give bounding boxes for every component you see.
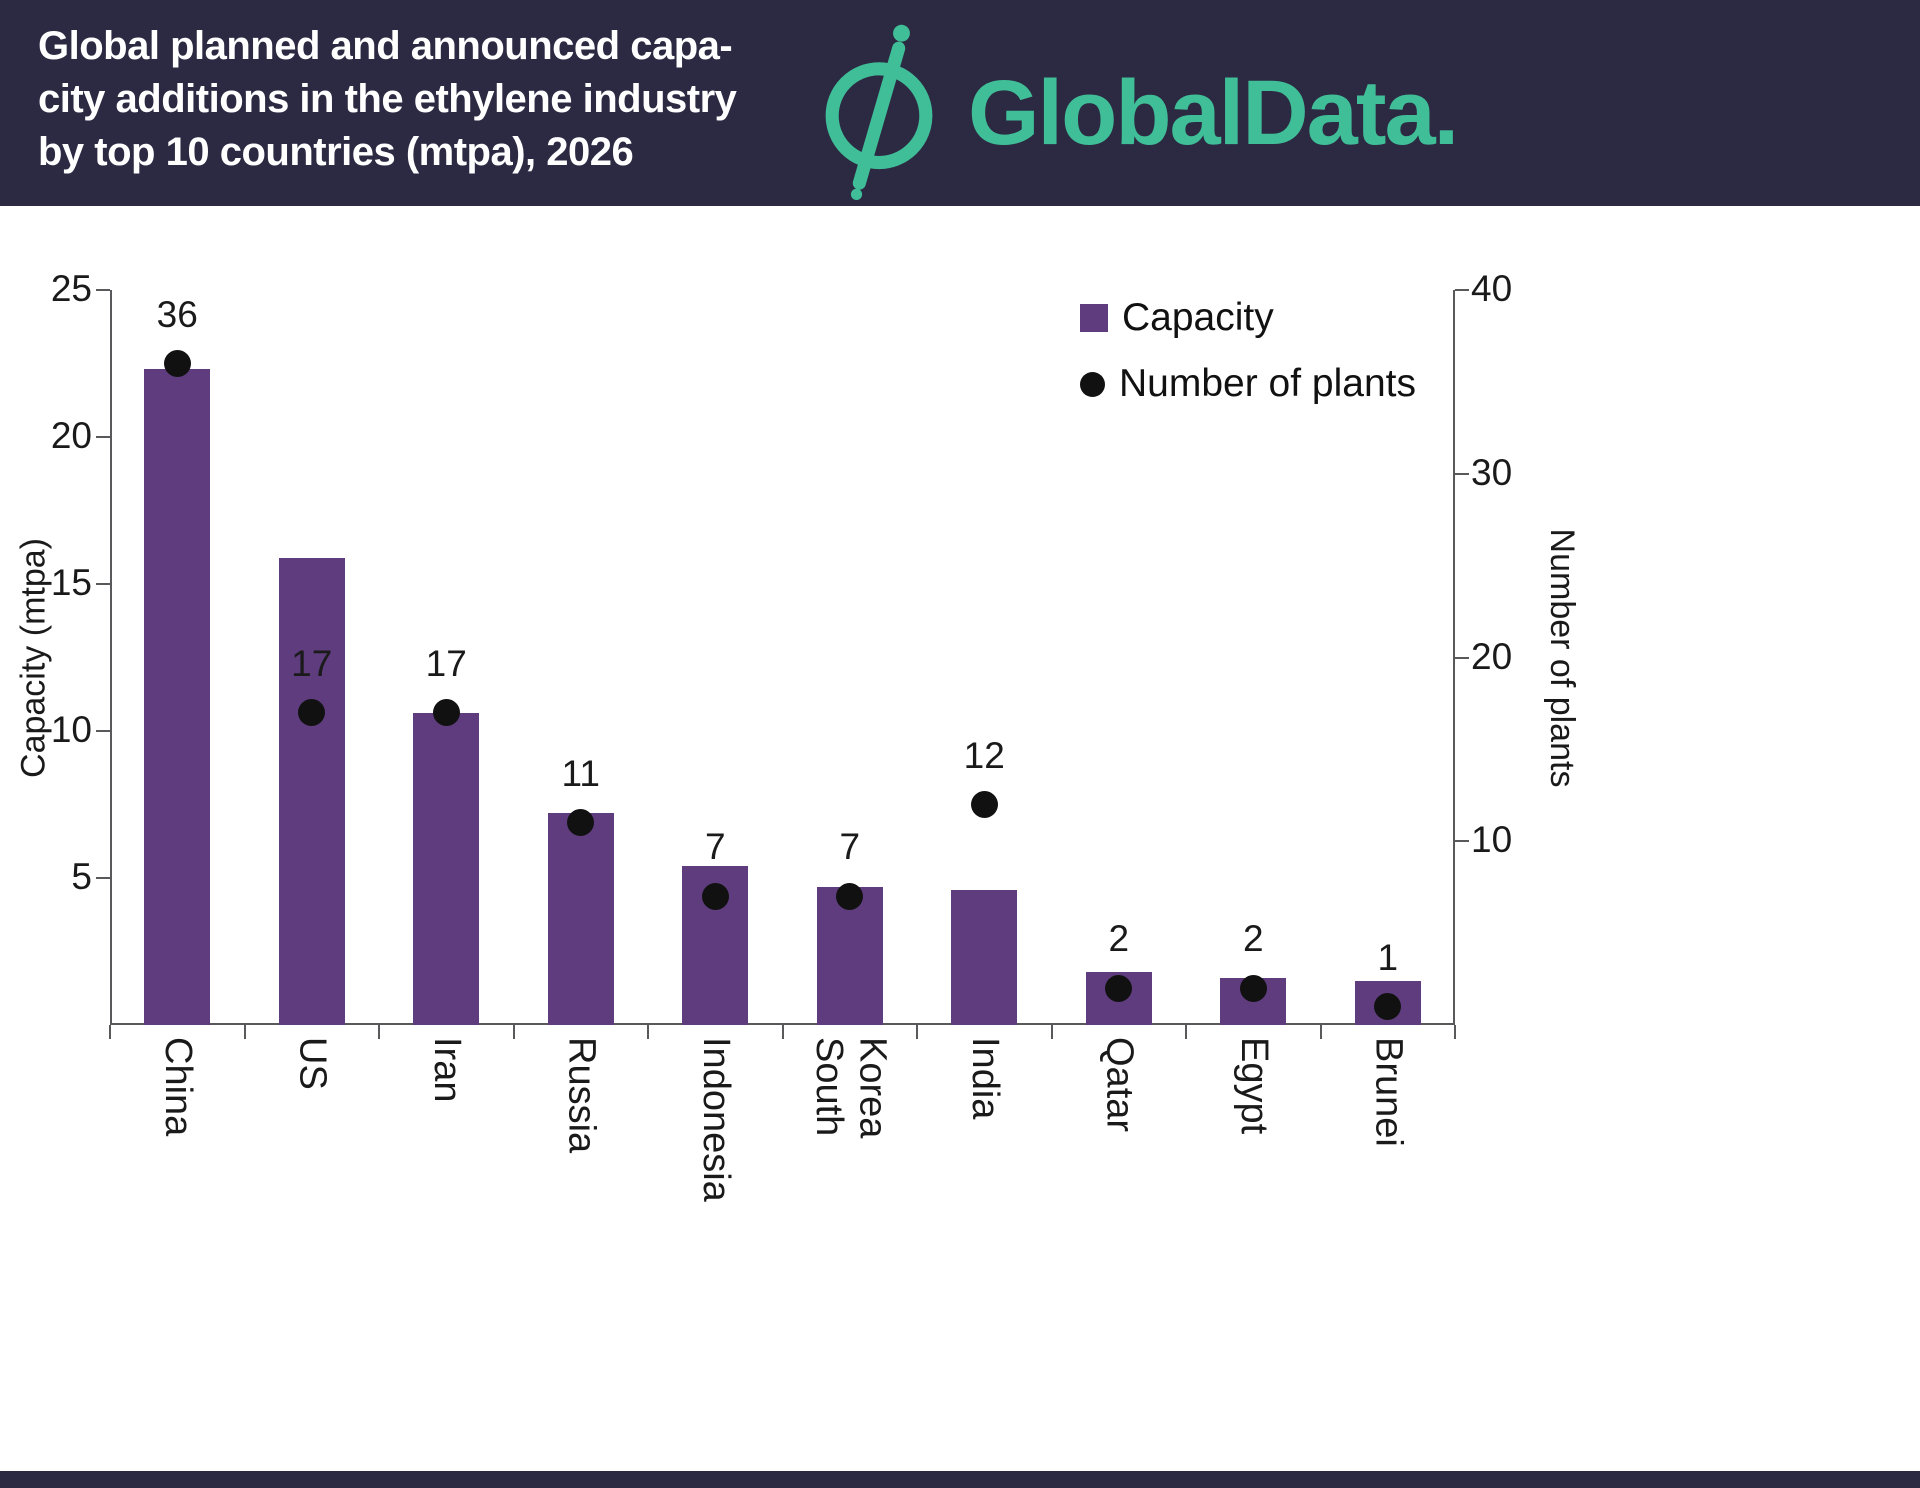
plants-value-label: 7 [839, 826, 861, 868]
x-axis-tick-mark [378, 1025, 380, 1039]
y-axis-left-tick-label: 20 [50, 415, 92, 456]
x-axis-category-label: US [291, 1037, 334, 1090]
y-axis-left-tick-mark [96, 583, 110, 585]
x-axis-category-label: Indonesia [695, 1037, 738, 1202]
plants-value-label: 12 [963, 734, 1005, 776]
plants-dot [163, 350, 191, 377]
x-axis-tick-mark [1050, 1025, 1053, 1039]
x-axis-tick-mark [109, 1025, 111, 1039]
header-banner: Global planned and announced capa- city … [0, 0, 1920, 206]
x-axis-tick-mark [512, 1025, 515, 1039]
x-axis-tick-mark [1454, 1025, 1456, 1039]
y-axis-left-tick-label: 25 [50, 268, 92, 309]
plants-value-label: 1 [1377, 936, 1399, 978]
capacity-bar [413, 713, 480, 1025]
y-axis-left-tick-mark [96, 877, 110, 879]
capacity-bar [547, 813, 614, 1025]
plants-dot [432, 699, 460, 727]
y-axis-right-tick-label: 20 [1471, 635, 1513, 677]
x-axis-tick-mark [243, 1025, 246, 1039]
plants-value-label: 36 [156, 293, 198, 335]
legend-item-plants: Number of plants [1080, 362, 1416, 406]
legend-capacity-label: Capacity [1122, 296, 1274, 339]
capacity-bar [278, 557, 345, 1025]
legend-plants-label: Number of plants [1119, 362, 1416, 405]
y-axis-right-tick-mark [1455, 289, 1469, 291]
x-axis-category-label: Iran [426, 1037, 469, 1103]
capacity-bar [144, 369, 211, 1025]
plants-dot [701, 882, 729, 910]
legend-item-capacity: Capacity [1080, 296, 1416, 340]
x-axis-category-label: Russia [560, 1037, 603, 1154]
globaldata-logo: GlobalData. [818, 22, 1459, 205]
x-axis-tick-mark [647, 1025, 649, 1039]
x-axis-tick-mark [916, 1025, 918, 1039]
plants-value-label: 17 [425, 642, 467, 684]
x-axis-category-label: India [964, 1037, 1007, 1120]
x-axis-tick-mark [1185, 1025, 1187, 1039]
legend: Capacity Number of plants [1080, 296, 1416, 406]
globaldata-logo-icon [818, 22, 940, 205]
y-axis-right-tick-label: 40 [1471, 268, 1513, 309]
y-axis-left-tick-label: 5 [71, 856, 92, 897]
plants-dot [836, 882, 864, 910]
plants-value-label: 17 [291, 642, 333, 684]
y-axis-right-tick-mark [1455, 840, 1469, 843]
x-axis-tick-mark [781, 1025, 784, 1039]
x-axis-category-label: China [157, 1037, 200, 1137]
capacity-bar [951, 889, 1018, 1025]
plants-value-label: 11 [561, 752, 600, 794]
x-axis-category-label: Brunei [1367, 1037, 1410, 1147]
y-axis-left-tick-mark [96, 436, 110, 438]
plants-dot [1105, 974, 1133, 1002]
plants-dot [567, 809, 595, 837]
x-axis-category-label: Qatar [1098, 1037, 1141, 1133]
y-axis-left-tick-mark [96, 730, 110, 732]
globaldata-logo-text: GlobalData. [968, 62, 1459, 164]
y-axis-right-tick-label: 10 [1471, 819, 1513, 861]
footer-strip [0, 1471, 1920, 1488]
plants-dot [298, 699, 326, 727]
y-axis-right-tick-mark [1455, 472, 1469, 475]
plants-dot-icon [1080, 371, 1105, 397]
y-axis-left-tick-label: 15 [50, 562, 92, 603]
y-axis-right-tick-label: 30 [1471, 451, 1513, 493]
plants-dot [970, 791, 998, 818]
y-axis-right-tick-mark [1455, 656, 1469, 659]
x-axis-tick-mark [1319, 1025, 1322, 1039]
chart-area: Capacity (mtpa) Number of plants Capacit… [0, 206, 1920, 1471]
capacity-swatch-icon [1080, 304, 1108, 332]
x-axis-category-label: Egypt [1233, 1037, 1276, 1135]
x-axis-category-label: South Korea [807, 1037, 894, 1139]
chart-title: Global planned and announced capa- city … [38, 24, 737, 174]
y-axis-left-tick-label: 10 [50, 709, 92, 750]
y-axis-right-title: Number of plants [1543, 528, 1581, 788]
plants-value-label: 7 [704, 826, 726, 868]
plants-dot [1239, 974, 1267, 1002]
plants-value-label: 2 [1242, 918, 1264, 960]
plants-value-label: 2 [1108, 918, 1130, 960]
plants-dot [1374, 993, 1402, 1021]
plot-area [110, 290, 1455, 1025]
y-axis-left-tick-mark [96, 289, 110, 291]
